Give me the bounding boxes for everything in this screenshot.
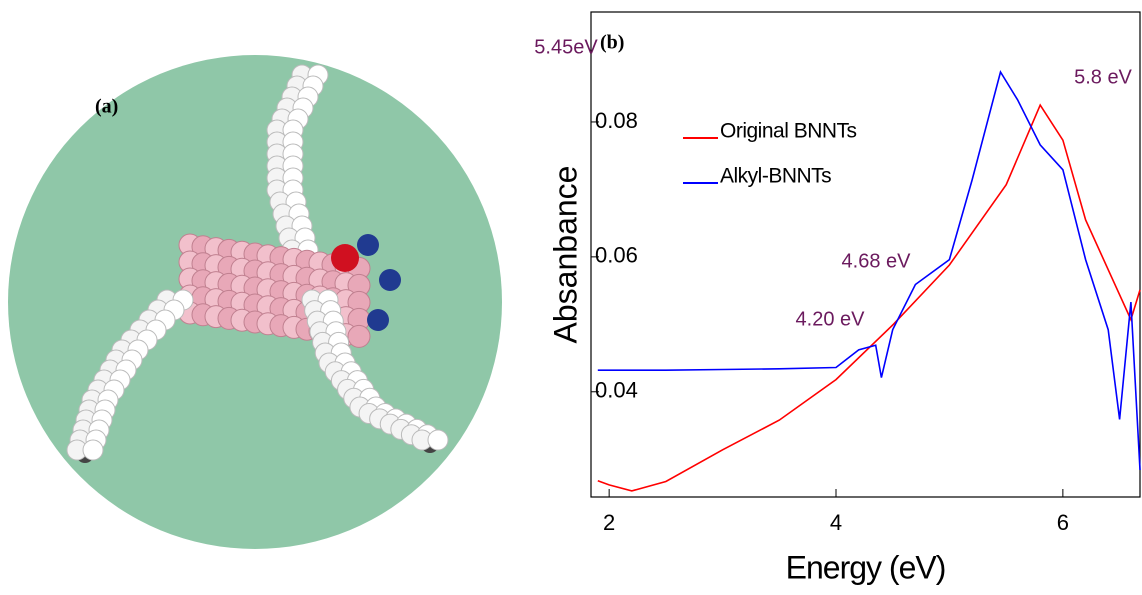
oxygen [331,244,359,272]
molecule-illustration [66,64,449,463]
tube-atom [347,324,371,348]
panel-a: (a) [8,55,502,549]
y-tick-label: 0.06 [595,243,638,268]
nitrogen [367,309,389,331]
x-tick-label: 6 [1057,510,1069,535]
peak-annotation: 4.20 eV [796,308,866,330]
plot-frame [590,11,1141,498]
line-series [597,103,1141,492]
y-axis-label: Absanbance [547,166,583,344]
panel-b: 2 4 6 0.04 0.06 0.08 Energy (eV) Absanbance (b) O… [534,11,1141,585]
panel-label: (a) [95,96,118,118]
peak-annotation: 4.68 eV [842,250,912,272]
x-tick-label: 4 [830,510,842,535]
x-tick-label: 2 [603,510,615,535]
nitrogen [379,269,401,291]
x-axis-label: Energy (eV) [786,549,946,585]
hydrogen [427,429,449,451]
nitrogen [357,234,379,256]
hydrogen [82,439,104,461]
legend-label: Original BNNTs [720,120,857,143]
peak-annotation: 5.45eV [534,36,598,58]
panel-label: (b) [600,32,624,54]
legend-label: Alkyl-BNNTs [720,165,831,188]
y-tick-label: 0.04 [595,378,638,403]
y-tick-label: 0.08 [595,108,638,133]
line-series [597,69,1141,471]
peak-annotation: 5.8 eV [1074,66,1132,88]
